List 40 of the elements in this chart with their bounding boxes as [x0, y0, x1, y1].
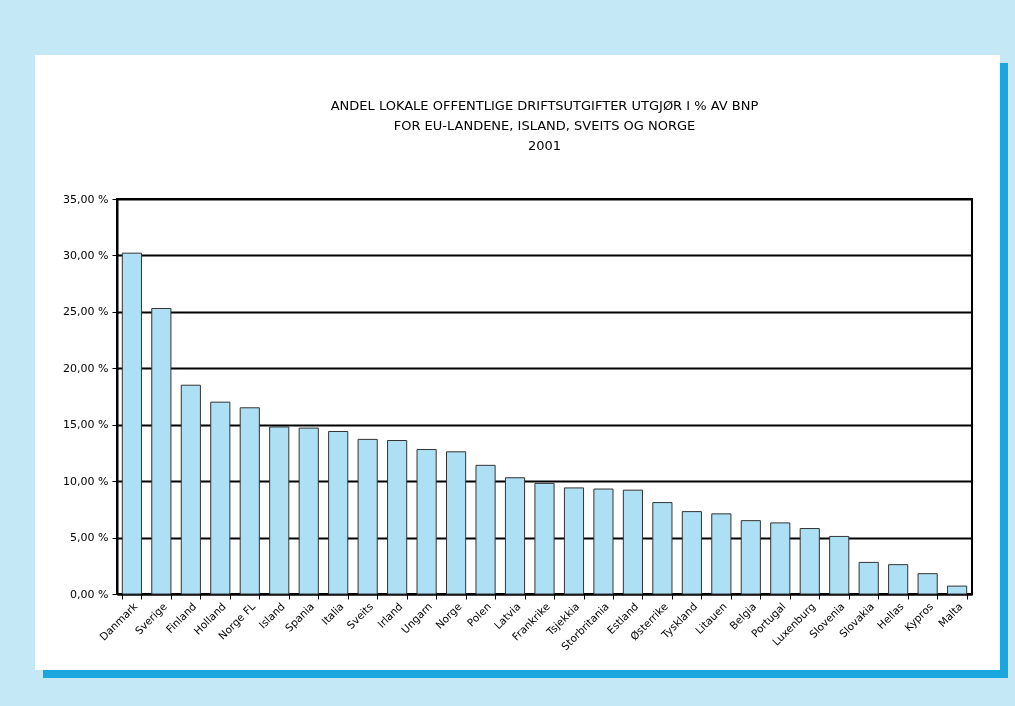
- text: ANDEL LOKALE OFFENTLIGE DRIFTSUTGIFTER UTGJØR I % AV BNP: [330, 98, 759, 113]
- bar: [328, 430, 349, 595]
- y-tick-label: 35,00 %: [63, 192, 109, 206]
- y-tick-label: 15,00 %: [63, 418, 109, 432]
- bar: [534, 482, 555, 595]
- bar: [563, 487, 585, 595]
- y-tick-label: 20,00 %: [63, 361, 109, 375]
- bar: [681, 511, 702, 595]
- bar: [357, 438, 378, 595]
- bar: [770, 522, 791, 595]
- bar: [446, 451, 467, 595]
- bar: [799, 528, 820, 595]
- y-tick-label: 5,00 %: [70, 531, 109, 545]
- bar: [416, 449, 437, 595]
- bar: [888, 564, 909, 595]
- y-tick-label: 10,00 %: [63, 474, 109, 488]
- bar: [829, 535, 850, 595]
- y-tick-label: 0,00 %: [70, 587, 109, 601]
- y-tick-label: 30,00 %: [63, 248, 109, 262]
- text: 2001: [527, 138, 562, 153]
- y-tick-label: 25,00 %: [63, 305, 109, 319]
- bar: [917, 573, 938, 595]
- bar: [593, 488, 614, 595]
- bar: [740, 520, 761, 595]
- bar: [210, 401, 231, 595]
- bar: [121, 252, 142, 595]
- bar: [858, 561, 879, 595]
- bar: [239, 407, 260, 595]
- bar: [269, 426, 290, 595]
- bar: [652, 502, 673, 595]
- bar: [180, 384, 201, 595]
- bar: [298, 427, 319, 595]
- bar: [622, 489, 643, 595]
- bar: [504, 477, 526, 595]
- bar: [711, 513, 732, 595]
- bar: [151, 307, 172, 595]
- bar: [947, 585, 968, 595]
- text: FOR EU-LANDENE, ISLAND, SVEITS OG NORGE: [393, 118, 696, 133]
- bar: [387, 440, 408, 595]
- bar: [475, 464, 496, 595]
